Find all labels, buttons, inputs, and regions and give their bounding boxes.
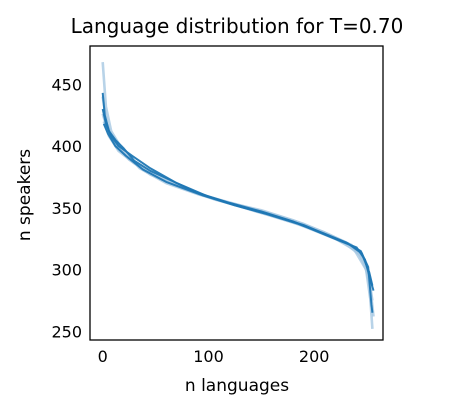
chart-title: Language distribution for T=0.70 <box>71 14 404 38</box>
y-tick-label: 250 <box>51 322 82 341</box>
y-tick-label: 300 <box>51 261 82 280</box>
series-line-3 <box>101 113 373 307</box>
x-tick-label: 100 <box>193 347 224 366</box>
tick-layer: 0 100 200 250 300 350 400 450 <box>51 75 329 366</box>
series-line-5 <box>101 92 375 291</box>
plot-frame <box>89 45 384 341</box>
y-tick-label: 400 <box>51 137 82 156</box>
series-line-4 <box>102 120 374 301</box>
y-tick-label: 450 <box>51 75 82 94</box>
y-tick-label: 350 <box>51 199 82 218</box>
series-line-1 <box>101 62 374 329</box>
series-layer <box>101 62 375 329</box>
series-line-7 <box>102 123 374 313</box>
y-axis-label: n speakers <box>15 149 35 241</box>
series-line-6 <box>101 108 374 286</box>
x-tick-label: 200 <box>299 347 330 366</box>
x-axis-label: n languages <box>185 376 289 396</box>
x-tick-label: 0 <box>98 347 108 366</box>
